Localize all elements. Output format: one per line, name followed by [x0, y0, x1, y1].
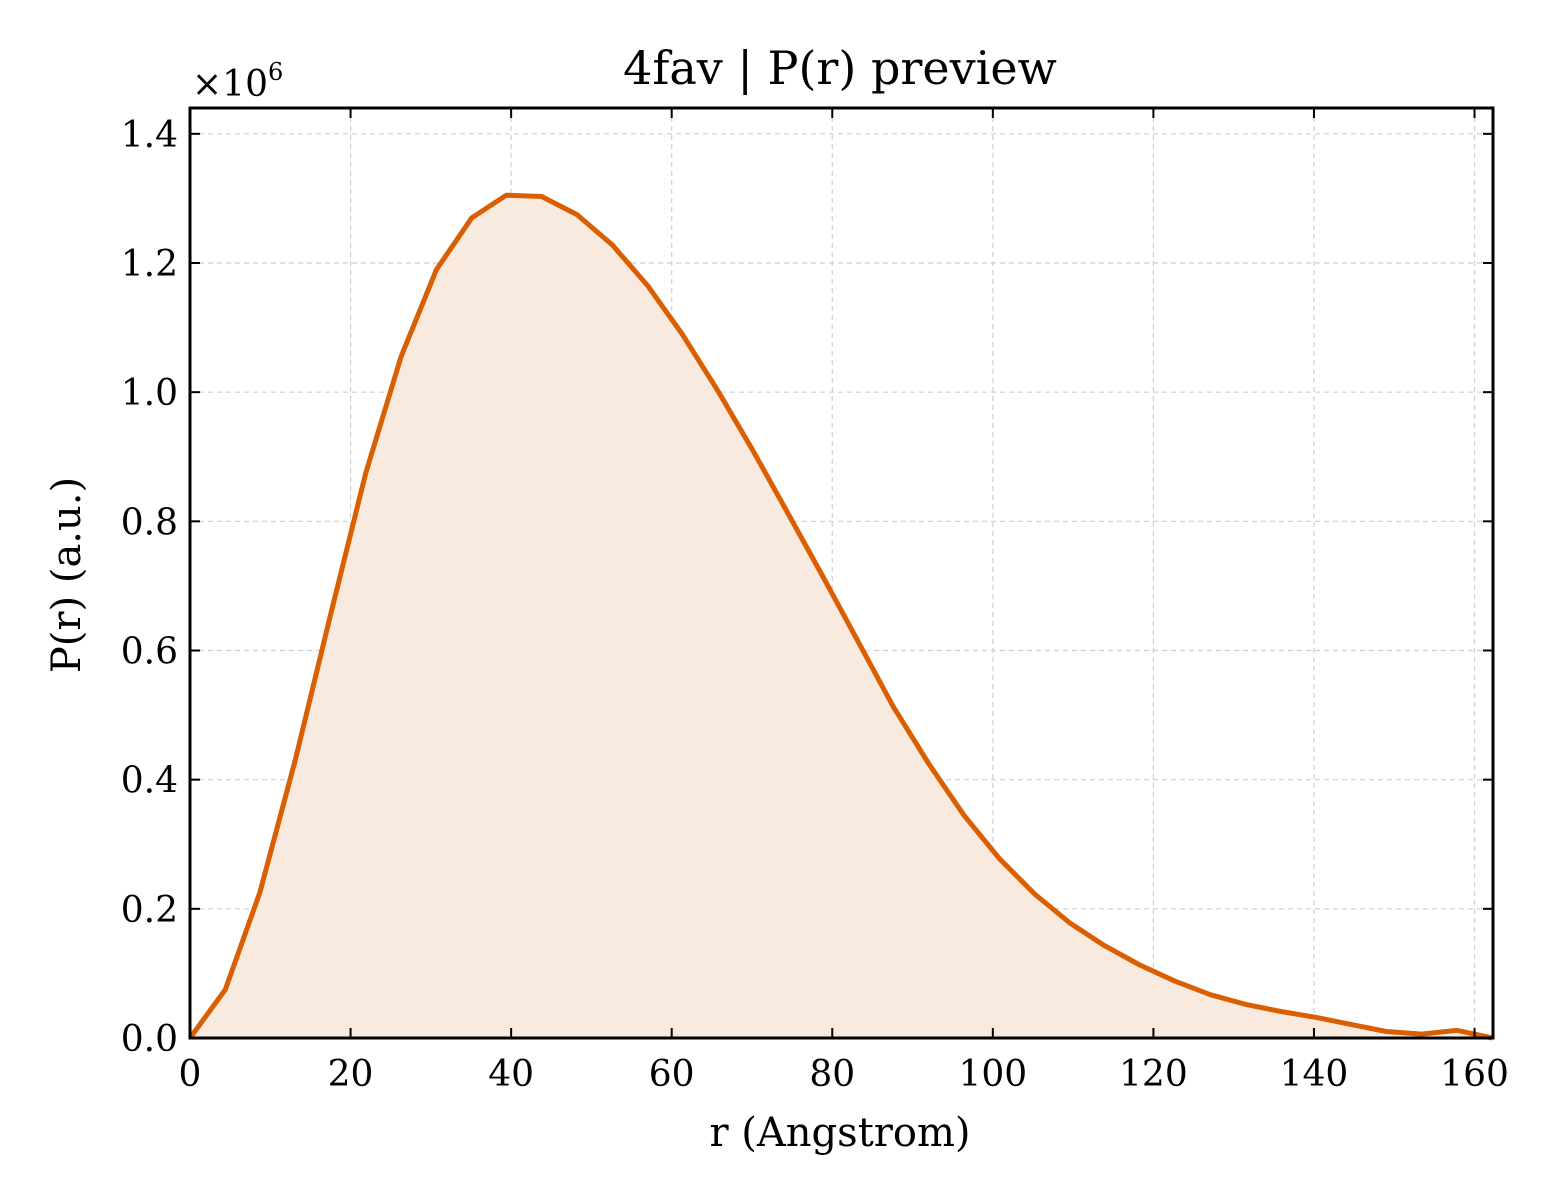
x-tick-label: 20: [328, 1054, 374, 1095]
x-axis-label: r (Angstrom): [709, 1110, 970, 1156]
y-tick-label: 0.2: [121, 890, 178, 931]
x-tick-label: 140: [1280, 1054, 1349, 1095]
pr-line: [187, 192, 1493, 1041]
x-tick-label: 60: [649, 1054, 695, 1095]
x-tick-label: 120: [1119, 1054, 1188, 1095]
chart-title: 4fav | P(r) preview: [623, 41, 1057, 95]
y-axis-label: P(r) (a.u.): [44, 477, 90, 673]
x-tick-label: 100: [958, 1054, 1027, 1095]
y-tick-labels: 0.0 0.2 0.4 0.6 0.8 1.0 1.2 1.4: [121, 115, 178, 1060]
y-multiplier: ×106: [192, 58, 283, 105]
y-tick-label: 1.0: [121, 373, 178, 414]
pr-area-fill: [190, 195, 1493, 1038]
x-tick-label: 0: [179, 1054, 202, 1095]
y-multiplier-exponent: 6: [268, 58, 283, 86]
y-tick-label: 0.0: [121, 1019, 178, 1060]
x-tick-label: 80: [809, 1054, 855, 1095]
y-multiplier-base: ×10: [192, 64, 268, 105]
y-tick-label: 1.2: [121, 244, 178, 285]
x-tick-labels: 0 20 40 60 80 100 120 140 160: [179, 1054, 1509, 1095]
y-tick-label: 0.6: [121, 632, 178, 673]
ticks: [189, 108, 1493, 1039]
plot-frame: [188, 106, 1495, 1040]
x-tick-label: 160: [1440, 1054, 1509, 1095]
y-tick-label: 0.4: [121, 761, 178, 802]
y-tick-label: 1.4: [121, 115, 178, 156]
x-tick-label: 40: [488, 1054, 534, 1095]
y-tick-label: 0.8: [121, 502, 178, 543]
